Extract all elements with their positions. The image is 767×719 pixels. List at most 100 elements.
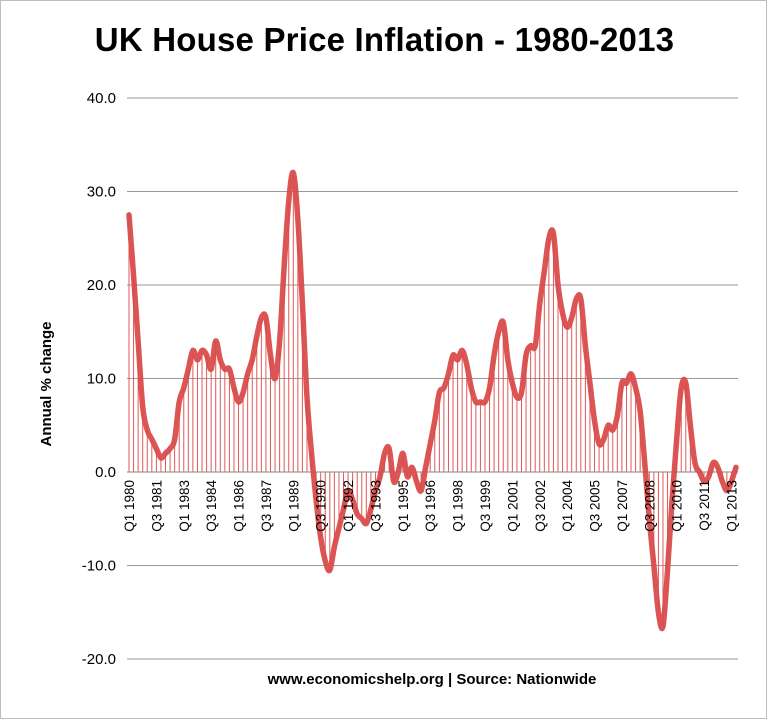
data-point: [643, 461, 646, 464]
data-point: [634, 386, 637, 389]
x-tick-label: Q1 1980: [122, 480, 137, 532]
data-point: [228, 368, 231, 371]
data-point: [237, 400, 240, 403]
data-point: [525, 354, 528, 357]
data-point: [274, 377, 277, 380]
data-point: [712, 461, 715, 464]
data-point: [255, 335, 258, 338]
data-points: [128, 171, 738, 627]
data-point: [146, 428, 149, 431]
data-point: [201, 349, 204, 352]
data-point: [410, 466, 413, 469]
data-point: [575, 298, 578, 301]
data-point: [561, 312, 564, 315]
data-point: [433, 419, 436, 422]
data-point: [169, 447, 172, 450]
data-point: [470, 386, 473, 389]
data-point: [401, 452, 404, 455]
data-point: [625, 382, 628, 385]
data-point: [452, 354, 455, 357]
data-point: [365, 522, 368, 525]
x-tick-label: Q3 2002: [533, 480, 548, 532]
data-point: [570, 316, 573, 319]
data-point: [269, 354, 272, 357]
x-tick-label: Q1 1986: [232, 480, 247, 532]
data-point: [242, 391, 245, 394]
x-tick-label: Q3 1981: [149, 480, 164, 532]
data-point: [159, 456, 162, 459]
data-point: [205, 354, 208, 357]
data-point: [630, 372, 633, 375]
data-point: [680, 386, 683, 389]
series-line: [126, 169, 739, 632]
y-tick-label: 40.0: [87, 90, 116, 107]
data-point: [333, 545, 336, 548]
data-point: [698, 471, 701, 474]
data-point: [684, 382, 687, 385]
data-point: [661, 625, 664, 628]
data-point: [383, 452, 386, 455]
data-point: [415, 480, 418, 483]
data-point: [506, 358, 509, 361]
data-point: [278, 340, 281, 343]
data-point: [260, 316, 263, 319]
data-point: [552, 232, 555, 235]
data-point: [666, 569, 669, 572]
data-point: [616, 414, 619, 417]
data-point: [534, 344, 537, 347]
data-point: [406, 475, 409, 478]
data-point: [707, 475, 710, 478]
data-point: [511, 382, 514, 385]
data-point: [652, 564, 655, 567]
gridlines: [127, 97, 738, 660]
x-tick-label: Q1 1983: [177, 480, 192, 532]
data-point: [296, 218, 299, 221]
data-point: [438, 391, 441, 394]
data-point: [447, 372, 450, 375]
x-tick-label: Q1 1992: [341, 480, 356, 532]
data-point: [456, 358, 459, 361]
x-tick-label: Q1 2007: [615, 480, 630, 532]
data-point: [397, 471, 400, 474]
data-point: [141, 405, 144, 408]
data-point: [607, 424, 610, 427]
data-point: [461, 349, 464, 352]
data-point: [210, 368, 213, 371]
data-point: [283, 265, 286, 268]
data-point: [543, 269, 546, 272]
data-point: [219, 358, 222, 361]
data-point: [657, 611, 660, 614]
data-point: [538, 302, 541, 305]
data-point: [735, 466, 738, 469]
data-point: [693, 461, 696, 464]
x-tick-label: Q3 2011: [697, 480, 712, 531]
y-tick-label: -10.0: [82, 558, 116, 575]
data-point: [173, 438, 176, 441]
data-point: [721, 480, 724, 483]
data-point: [301, 302, 304, 305]
data-point: [424, 466, 427, 469]
x-tick-label: Q3 1999: [478, 480, 493, 532]
data-point: [584, 344, 587, 347]
data-point: [164, 452, 167, 455]
data-point: [178, 400, 181, 403]
data-point: [356, 513, 359, 516]
drop-lines: [128, 172, 737, 627]
chart-title: UK House Price Inflation - 1980-2013: [94, 21, 675, 58]
data-point: [251, 358, 254, 361]
data-point: [488, 386, 491, 389]
data-point: [264, 316, 267, 319]
data-point: [602, 438, 605, 441]
data-point: [328, 569, 331, 572]
data-point: [191, 349, 194, 352]
data-point: [520, 391, 523, 394]
data-point: [557, 284, 560, 287]
data-point: [324, 559, 327, 562]
data-point: [675, 438, 678, 441]
data-point: [611, 428, 614, 431]
data-point: [292, 171, 295, 174]
data-point: [529, 344, 532, 347]
data-point: [566, 326, 569, 329]
data-point: [319, 536, 322, 539]
